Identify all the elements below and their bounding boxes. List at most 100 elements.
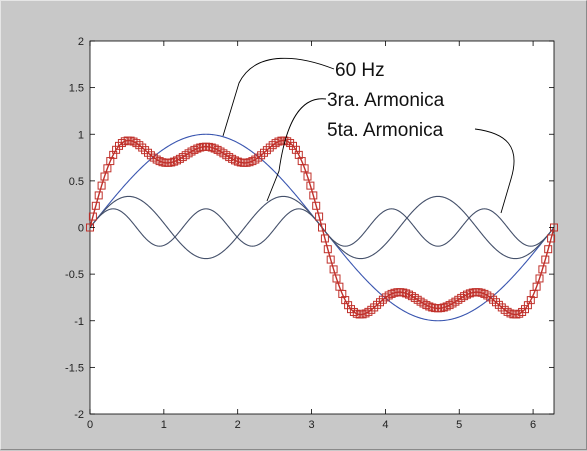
- annotation-layer: 60 Hz 3ra. Armonica 5ta. Armonica: [222, 57, 515, 214]
- sum-marker: [283, 137, 292, 146]
- y-tick-label: 2: [78, 36, 84, 48]
- sum-marker: [523, 301, 532, 310]
- annotation-fundamental: 60 Hz: [335, 60, 385, 81]
- sum-marker: [141, 146, 150, 155]
- sum-marker: [262, 146, 271, 155]
- y-tick-label: -1.5: [65, 362, 84, 374]
- sum-marker: [94, 191, 103, 200]
- y-tick-label: -0.5: [65, 269, 84, 281]
- sum-marker: [532, 282, 541, 291]
- sum-marker: [294, 150, 303, 159]
- sum-marker: [132, 139, 141, 148]
- sum-marker: [503, 307, 512, 316]
- sum-marker: [312, 201, 321, 210]
- x-tick-label: 3: [308, 419, 314, 431]
- sum-marker: [318, 223, 326, 232]
- sum-marker: [518, 307, 527, 316]
- sum-marker: [291, 145, 300, 154]
- sum-marker: [483, 291, 492, 300]
- sum-marker: [100, 172, 109, 181]
- sum-marker: [231, 156, 239, 165]
- sum-marker: [370, 303, 379, 312]
- sum-marker: [106, 157, 115, 166]
- sum-marker: [526, 296, 535, 305]
- annotation-leader-fifth: [474, 128, 515, 214]
- sum-marker: [135, 141, 144, 150]
- sum-marker: [535, 274, 544, 283]
- sum-marker: [494, 300, 503, 309]
- sum-marker: [378, 295, 387, 304]
- sum-marker: [460, 292, 469, 301]
- annotation-fifth: 5ta. Armonica: [327, 120, 444, 141]
- sum-marker: [399, 288, 408, 297]
- sum-marker: [422, 301, 431, 310]
- sum-marker: [387, 289, 396, 298]
- sum-marker: [265, 143, 274, 152]
- sum-marker: [306, 181, 315, 190]
- annotation-third: 3ra. Armonica: [327, 90, 445, 111]
- sum-marker: [117, 139, 126, 148]
- sum-marker: [338, 289, 347, 298]
- sum-marker: [402, 289, 411, 298]
- sum-marker: [425, 302, 434, 311]
- y-tick-label: -2: [74, 409, 84, 421]
- sum-marker: [428, 303, 437, 312]
- sum-marker: [158, 158, 167, 167]
- sum-marker: [323, 245, 332, 254]
- sum-marker: [233, 157, 242, 166]
- sum-marker: [167, 158, 176, 167]
- sum-marker: [497, 303, 506, 312]
- y-tick-label: 1.5: [69, 83, 84, 95]
- sum-marker: [170, 157, 179, 166]
- sum-marker: [242, 158, 251, 167]
- sum-marker: [349, 307, 358, 316]
- sum-marker: [193, 144, 202, 153]
- sum-marker: [384, 291, 393, 300]
- sum-marker: [300, 164, 309, 173]
- sum-marker: [463, 290, 471, 299]
- sum-marker: [329, 265, 338, 274]
- sum-marker: [260, 148, 268, 157]
- sum-marker: [439, 303, 448, 312]
- sum-marker: [204, 142, 213, 151]
- sum-marker: [115, 141, 123, 150]
- x-tick-label: 5: [456, 419, 462, 431]
- y-tick-label: 0: [78, 223, 84, 235]
- sum-marker: [512, 310, 521, 319]
- sum-marker: [367, 305, 376, 314]
- sum-marker: [364, 307, 373, 316]
- sum-marker: [152, 155, 161, 164]
- sum-marker: [126, 136, 135, 145]
- sum-marker: [251, 155, 260, 164]
- sum-marker: [196, 143, 205, 152]
- sum-marker: [228, 154, 237, 163]
- sum-marker: [547, 234, 556, 243]
- sum-marker: [274, 137, 283, 146]
- sum-marker: [477, 288, 486, 297]
- sum-marker: [120, 137, 129, 146]
- sum-marker: [544, 245, 553, 254]
- sum-marker: [489, 295, 498, 304]
- sum-marker: [187, 147, 196, 156]
- sum-marker: [326, 255, 335, 264]
- sum-marker: [315, 212, 324, 221]
- sum-marker: [492, 298, 500, 307]
- sum-marker: [376, 298, 384, 307]
- sum-marker: [146, 151, 155, 160]
- sum-marker: [515, 309, 524, 318]
- sum-marker: [245, 158, 254, 167]
- sum-marker: [352, 309, 361, 318]
- sum-marker: [474, 288, 483, 297]
- sum-marker: [257, 151, 266, 160]
- x-tick-label: 0: [87, 419, 93, 431]
- x-tick-label: 1: [161, 419, 167, 431]
- y-tick-label: 1: [78, 129, 84, 141]
- sum-marker: [486, 293, 495, 302]
- tick-layer: 0 1 2 3 4 5 6 -2 -1.5 -1 -0.5 0 0.5 1 1.5 2: [65, 36, 554, 431]
- sum-marker: [419, 299, 428, 308]
- sum-marker: [538, 265, 547, 274]
- x-tick-label: 6: [530, 419, 536, 431]
- sum-marker: [347, 305, 355, 314]
